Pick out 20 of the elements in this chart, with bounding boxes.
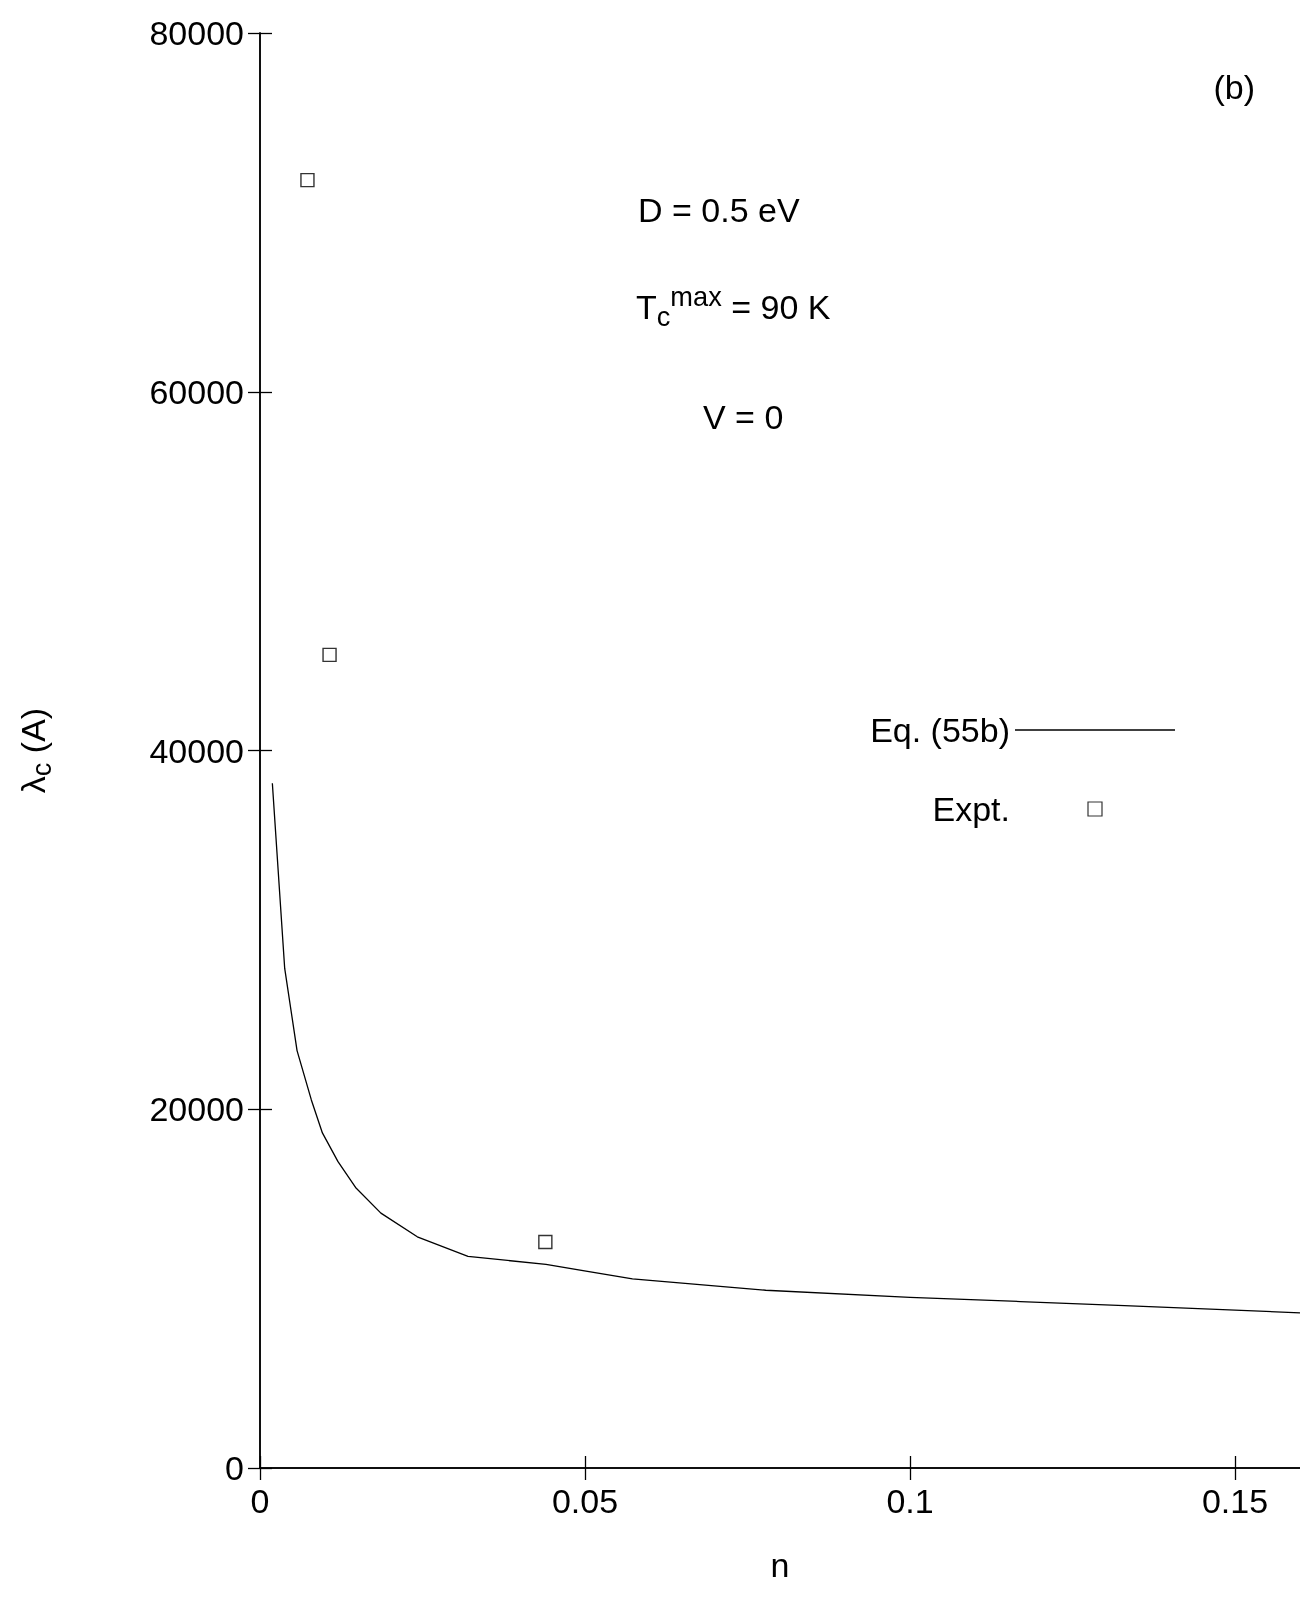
y-tick-label: 20000 <box>149 1090 244 1129</box>
x-axis-title: n <box>770 1546 790 1584</box>
x-tick-label: 0.15 <box>1201 1482 1269 1520</box>
x-tick-label: 0.05 <box>551 1482 619 1520</box>
y-axis-title: λc (A) <box>14 707 57 794</box>
point <box>322 647 337 663</box>
annotation: (b) <box>1213 68 1256 106</box>
y-tick-label: 0 <box>225 1449 244 1487</box>
y-tick-label: 40000 <box>149 731 244 770</box>
line-series <box>271 782 1300 1314</box>
y-tick-label: 60000 <box>149 372 244 411</box>
x-tick-label: 0.1 <box>886 1482 934 1520</box>
legend-label: Expt. <box>932 790 1010 828</box>
x-tick-label: 0 <box>250 1482 270 1520</box>
point <box>300 172 315 188</box>
annotation: D = 0.5 eV <box>638 191 800 229</box>
annotation: V = 0 <box>703 398 784 436</box>
point <box>538 1234 553 1250</box>
y-tick-label: 80000 <box>149 14 244 52</box>
legend-label: Eq. (55b) <box>870 711 1010 749</box>
